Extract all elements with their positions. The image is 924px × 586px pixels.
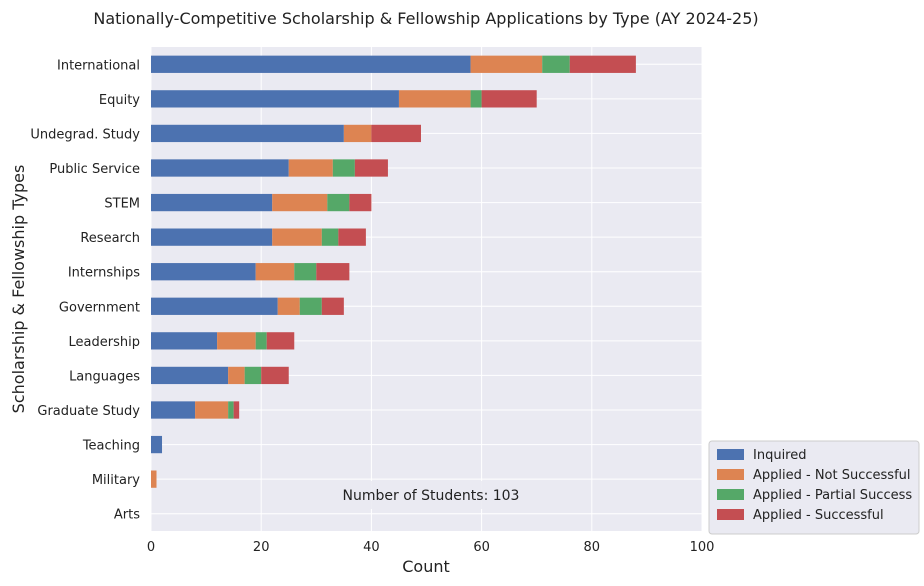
y-axis-label: Scholarship & Fellowship Types [9, 165, 28, 414]
bar-segment [151, 297, 278, 315]
bar-segment [277, 297, 300, 315]
y-tick-label: Arts [114, 508, 140, 523]
bar-segment [288, 159, 333, 177]
bar-segment [349, 193, 372, 212]
bar-segment [261, 366, 289, 385]
bar-segment [481, 90, 537, 108]
bar-segment [228, 366, 245, 385]
bar-segment [470, 90, 482, 108]
x-axis-label: Count [402, 557, 450, 576]
bar-segment [338, 228, 366, 246]
bar-segment [321, 297, 344, 315]
bar-segment [316, 263, 350, 281]
bar-segment [569, 55, 636, 73]
x-tick-label: 40 [363, 540, 380, 555]
legend-label: Applied - Successful [753, 508, 884, 523]
annotation-text: Number of Students: 103 [343, 488, 520, 504]
bar-segment [151, 193, 273, 212]
y-tick-label: Languages [69, 369, 140, 384]
bar-segment [151, 124, 344, 143]
bar-segment [217, 332, 256, 350]
x-tick-label: 20 [253, 540, 270, 555]
bar-segment [151, 55, 471, 73]
bar-segment [255, 332, 267, 350]
bar-segment [233, 401, 240, 419]
bar-segment [151, 470, 157, 488]
x-tick-labels: 0 20 40 60 80 100 [147, 540, 715, 555]
bar-segment [151, 332, 218, 350]
y-tick-label: Graduate Study [37, 404, 140, 419]
chart-title: Nationally-Competitive Scholarship & Fel… [93, 9, 758, 28]
bar-segment [272, 228, 322, 246]
bar-segment [299, 297, 322, 315]
bar-segment [151, 401, 196, 419]
bars [151, 55, 636, 488]
bar-segment [266, 332, 295, 350]
bar-segment [151, 159, 289, 177]
bar-segment [332, 159, 355, 177]
legend: Inquired Applied - Not Successful Applied … [708, 440, 920, 535]
bar-segment [470, 55, 543, 73]
bar-segment [272, 193, 328, 212]
bar-segment [151, 90, 399, 108]
bar-segment [321, 228, 339, 246]
x-tick-label: 100 [690, 540, 715, 555]
x-tick-label: 0 [147, 540, 155, 555]
legend-swatch [717, 509, 744, 520]
bar-segment [151, 263, 256, 281]
bar-segment [371, 124, 421, 143]
legend-frame [708, 440, 920, 535]
bar-segment [343, 124, 372, 143]
bar-segment [228, 401, 234, 419]
bar-segment [354, 159, 388, 177]
y-tick-label: Undegrad. Study [30, 127, 140, 142]
y-tick-label: Internships [68, 266, 140, 281]
y-tick-label: Leadership [69, 335, 140, 350]
annotation-box: Number of Students: 103 [340, 481, 522, 509]
bar-segment [327, 193, 350, 212]
y-tick-label: International [57, 58, 140, 73]
bar-segment [398, 90, 471, 108]
x-tick-label: 60 [473, 540, 490, 555]
bar-segment [294, 263, 317, 281]
y-tick-labels: International Equity Undegrad. Study Public… [30, 58, 140, 522]
legend-label: Applied - Not Successful [753, 468, 911, 483]
legend-label: Inquired [753, 448, 807, 463]
y-tick-label: STEM [104, 197, 140, 212]
bar-segment [255, 263, 295, 281]
plot-area [151, 47, 702, 531]
bar-segment [244, 366, 262, 385]
y-tick-label: Research [80, 231, 140, 246]
bar-segment [542, 55, 570, 73]
legend-swatch [717, 469, 744, 480]
y-tick-label: Equity [99, 93, 140, 108]
y-tick-label: Government [59, 300, 140, 315]
bar-segment [151, 228, 273, 246]
legend-swatch [717, 449, 744, 460]
y-tick-label: Teaching [82, 439, 140, 454]
y-tick-label: Public Service [49, 162, 140, 177]
bar-segment [195, 401, 229, 419]
x-tick-label: 80 [584, 540, 601, 555]
bar-segment [151, 366, 229, 385]
legend-swatch [717, 489, 744, 500]
legend-label: Applied - Partial Success [753, 488, 912, 503]
y-tick-label: Military [92, 473, 140, 488]
bar-segment [151, 435, 163, 454]
